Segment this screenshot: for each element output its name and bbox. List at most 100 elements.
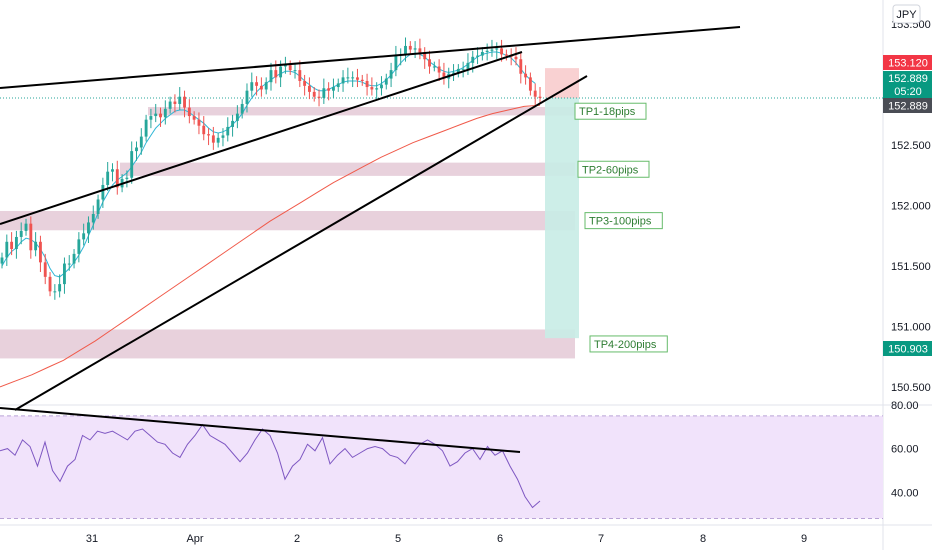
candle-body <box>91 213 95 223</box>
rsi-tick-label: 60.00 <box>891 444 919 456</box>
candle-body <box>192 116 196 120</box>
candle-body <box>5 241 9 258</box>
candle-body <box>384 78 388 85</box>
candle-body <box>187 107 191 117</box>
candle-body <box>259 85 263 90</box>
target-zone <box>0 329 575 359</box>
fast-moving-average <box>1 51 536 278</box>
candle-body <box>135 147 138 152</box>
target-zone <box>120 162 575 176</box>
candle-body <box>538 96 542 98</box>
rising-wedge-lower-trendline[interactable] <box>0 51 523 225</box>
price-tick-label: 151.000 <box>891 321 931 333</box>
target-label: TP1-18pips <box>579 106 636 118</box>
candle-body <box>226 126 230 136</box>
rsi-trendline[interactable] <box>0 407 521 453</box>
candle-body <box>24 223 28 231</box>
candle-body <box>408 45 412 50</box>
target-price-text: 150.903 <box>888 344 928 356</box>
candle-body <box>303 81 307 86</box>
candle-body <box>485 50 489 52</box>
candle-body <box>168 101 172 109</box>
target-label-box <box>589 335 668 353</box>
candle-body <box>480 51 484 56</box>
target-zone <box>0 210 575 231</box>
time-tick-label: 6 <box>497 533 503 545</box>
fast-ma-line <box>1 51 536 278</box>
target-label-box <box>584 212 663 230</box>
candle-body <box>413 48 417 50</box>
time-axis-ticks: 31 Apr 2 5 6 7 8 9 <box>86 533 807 545</box>
candle-body <box>504 54 508 56</box>
last-price-label-text: 152.889 <box>888 101 928 113</box>
currency-button[interactable] <box>892 4 921 24</box>
price-badges: 153.120 152.889 05:20 152.889 150.903 <box>883 55 932 356</box>
candle-body <box>72 253 76 264</box>
candle-body <box>442 72 446 79</box>
target-label: TP4-200pips <box>594 339 657 351</box>
candle-body <box>533 90 537 97</box>
candle-body <box>288 65 292 71</box>
candle-body <box>101 184 105 200</box>
candle-body <box>461 68 465 70</box>
upper-trendline[interactable] <box>0 26 741 89</box>
candle-body <box>231 120 235 127</box>
price-tick-label: 152.000 <box>891 201 931 213</box>
bar-countdown-text: 05:20 <box>894 86 922 98</box>
candle-body <box>173 101 177 104</box>
candle-body <box>519 59 523 74</box>
high-price-badge <box>883 55 932 70</box>
candle-body <box>43 262 47 277</box>
candle-body <box>360 79 364 81</box>
candle-body <box>10 241 14 250</box>
candle-body <box>524 73 528 78</box>
candle-body <box>365 81 369 88</box>
candle-body <box>250 82 254 91</box>
candle-body <box>500 48 504 55</box>
candle-body <box>29 223 33 251</box>
candle-body <box>336 83 340 88</box>
last-price-label-badge <box>883 98 932 113</box>
candle-body <box>432 66 436 68</box>
long-support-trendline[interactable] <box>14 75 588 411</box>
candle-body <box>58 284 62 292</box>
time-tick-label: Apr <box>186 533 203 545</box>
candle-body <box>279 66 283 78</box>
candle-body <box>471 56 475 63</box>
candle-body <box>298 70 302 81</box>
target-label-box <box>574 102 647 120</box>
time-tick-label: 31 <box>86 533 98 545</box>
rsi-line <box>0 423 541 509</box>
target-zone <box>148 107 575 116</box>
candle-body <box>370 87 374 90</box>
take-profit-area[interactable] <box>545 98 579 339</box>
candle-body <box>159 113 162 118</box>
time-tick-label: 9 <box>801 533 807 545</box>
candle-body <box>87 222 90 234</box>
slow-ma-line <box>0 104 541 388</box>
candle-body <box>274 70 278 78</box>
candle-body <box>163 108 167 118</box>
candle-body <box>317 96 321 98</box>
target-labels: TP1-18pips TP2-60pips TP3-100pips TP4-200pi… <box>574 102 668 353</box>
candle-body <box>235 113 239 121</box>
slow-moving-average <box>0 104 541 388</box>
target-label-box <box>577 160 650 178</box>
time-tick-label: 2 <box>294 533 300 545</box>
rsi-tick-label: 80.00 <box>891 400 919 412</box>
rsi-band <box>0 415 883 519</box>
candle-body <box>322 88 326 98</box>
candle-body <box>14 236 18 250</box>
candle-body <box>197 119 201 126</box>
candle-body <box>48 276 52 292</box>
candle-body <box>216 137 220 143</box>
target-label: TP3-100pips <box>589 216 652 228</box>
target-zones <box>0 107 575 359</box>
candle-body <box>255 82 259 86</box>
candle-body <box>178 96 182 104</box>
candle-body <box>293 70 297 72</box>
price-tick-label: 150.500 <box>891 382 931 394</box>
candle-body <box>0 257 4 264</box>
candle-body <box>307 85 311 92</box>
